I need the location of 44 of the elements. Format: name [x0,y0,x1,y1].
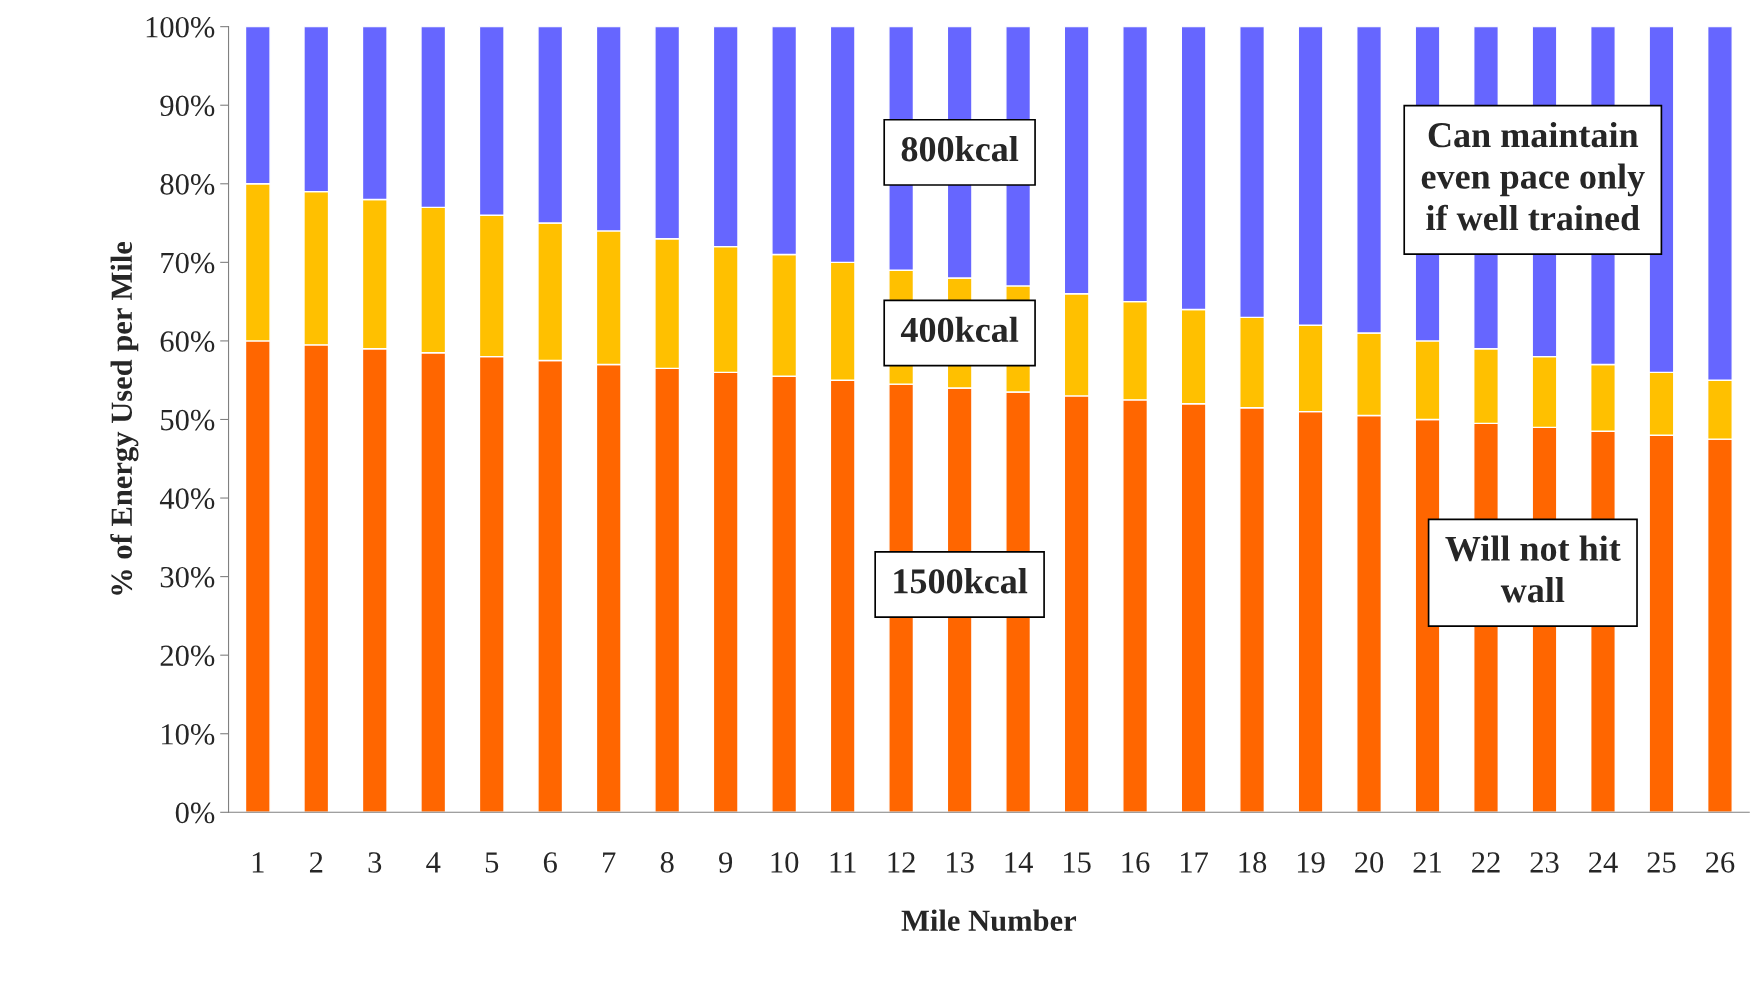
x-tick-label: 9 [719,852,733,873]
x-tick-label: 6 [543,852,557,873]
x-tick-label: 4 [426,852,441,873]
x-tick-label: 7 [603,852,616,873]
x-tick-label: 3 [368,852,382,873]
x-tick-label: 2 [309,852,323,873]
y-tick-label: 40% [159,488,215,510]
x-tick-label: 22 [1472,852,1500,873]
x-axis-title: Mile Number [901,909,1077,932]
x-tick-label: 23 [1530,852,1559,873]
x-tick-label: 26 [1706,852,1735,873]
y-tick-label: 10% [162,724,215,745]
x-tick-label: 5 [485,852,499,873]
x-tick-label: 20 [1355,852,1384,873]
x-tick-label: 8 [660,852,674,873]
annotation: 400kcal [900,316,1019,343]
x-tick-label: 18 [1239,852,1267,873]
x-tick-label: 14 [1005,852,1033,873]
x-tick-label: 19 [1297,852,1325,873]
y-tick-label: 70% [161,252,215,274]
x-tick-label: 1 [252,852,264,873]
annotation: Will not hit wall [1445,535,1621,603]
annotation: 800kcal [901,135,1019,162]
x-tick-label: 25 [1647,852,1676,873]
y-tick-label: 50% [161,409,215,431]
x-tick-label: 21 [1413,852,1441,873]
x-tick-label: 17 [1180,852,1208,873]
annotation: 1500kcal [894,568,1028,594]
y-tick-label: 60% [160,331,215,352]
y-axis-title: % of Energy Used per Mile [110,241,139,595]
y-tick-label: 30% [160,566,215,588]
x-tick-label: 13 [947,852,974,873]
x-tick-label: 15 [1064,852,1091,873]
x-tick-label: 24 [1589,852,1618,873]
y-tick-label: 80% [160,174,215,195]
x-tick-label: 11 [830,852,856,873]
x-tick-label: 16 [1122,852,1150,873]
x-tick-label: 12 [888,852,915,873]
y-tick-label: 0% [175,802,215,824]
y-tick-label: 20% [160,645,215,667]
y-tick-label: 100% [146,16,215,38]
y-tick-label: 90% [160,95,215,117]
annotation: Can maintain even pace only if well trained [1421,121,1645,231]
x-tick-label: 10 [771,852,799,873]
